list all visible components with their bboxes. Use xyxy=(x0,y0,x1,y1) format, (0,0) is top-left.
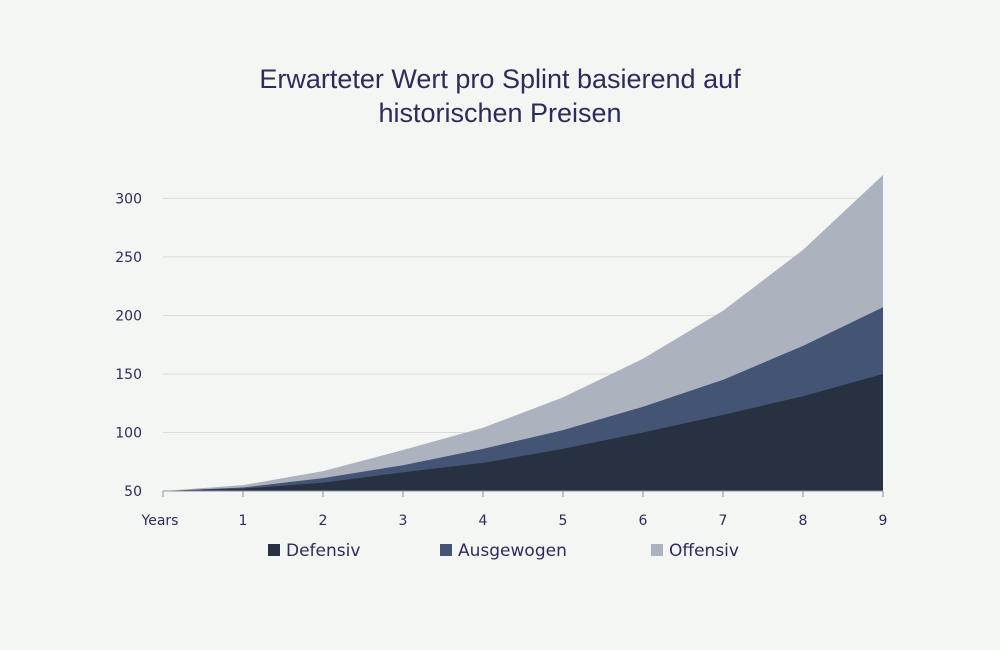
series-area-defensiv xyxy=(163,373,883,491)
y-tick-label: 300 xyxy=(115,191,142,207)
y-tick-label: 250 xyxy=(115,250,142,266)
legend-swatch-ausgewogen xyxy=(440,544,452,556)
chart-title-line-2: historischen Preisen xyxy=(378,98,622,128)
legend-swatch-offensiv xyxy=(651,544,663,556)
x-tick-label: 5 xyxy=(559,513,568,529)
x-tick-label: 1 xyxy=(239,513,248,529)
y-tick-label: 50 xyxy=(124,484,142,500)
x-tick-label: 7 xyxy=(719,513,728,529)
x-tick-label: 6 xyxy=(639,513,648,529)
x-tick-label: 4 xyxy=(479,513,488,529)
chart-title-line-1: Erwarteter Wert pro Splint basierend auf xyxy=(259,64,741,94)
legend-label-offensiv: Offensiv xyxy=(669,541,739,561)
legend-label-defensiv: Defensiv xyxy=(286,541,360,561)
x-tick-label: 9 xyxy=(879,513,888,529)
x-tick-label: Years xyxy=(141,513,179,529)
y-tick-label: 200 xyxy=(115,308,142,324)
y-tick-label: 100 xyxy=(115,425,142,441)
chart-title: Erwarteter Wert pro Splint basierend auf… xyxy=(0,62,1000,130)
x-tick-label: 3 xyxy=(399,513,408,529)
legend-swatch-defensiv xyxy=(268,544,280,556)
x-tick-label: 8 xyxy=(799,513,808,529)
legend-label-ausgewogen: Ausgewogen xyxy=(458,541,567,561)
x-tick-label: 2 xyxy=(319,513,328,529)
y-tick-label: 150 xyxy=(115,367,142,383)
